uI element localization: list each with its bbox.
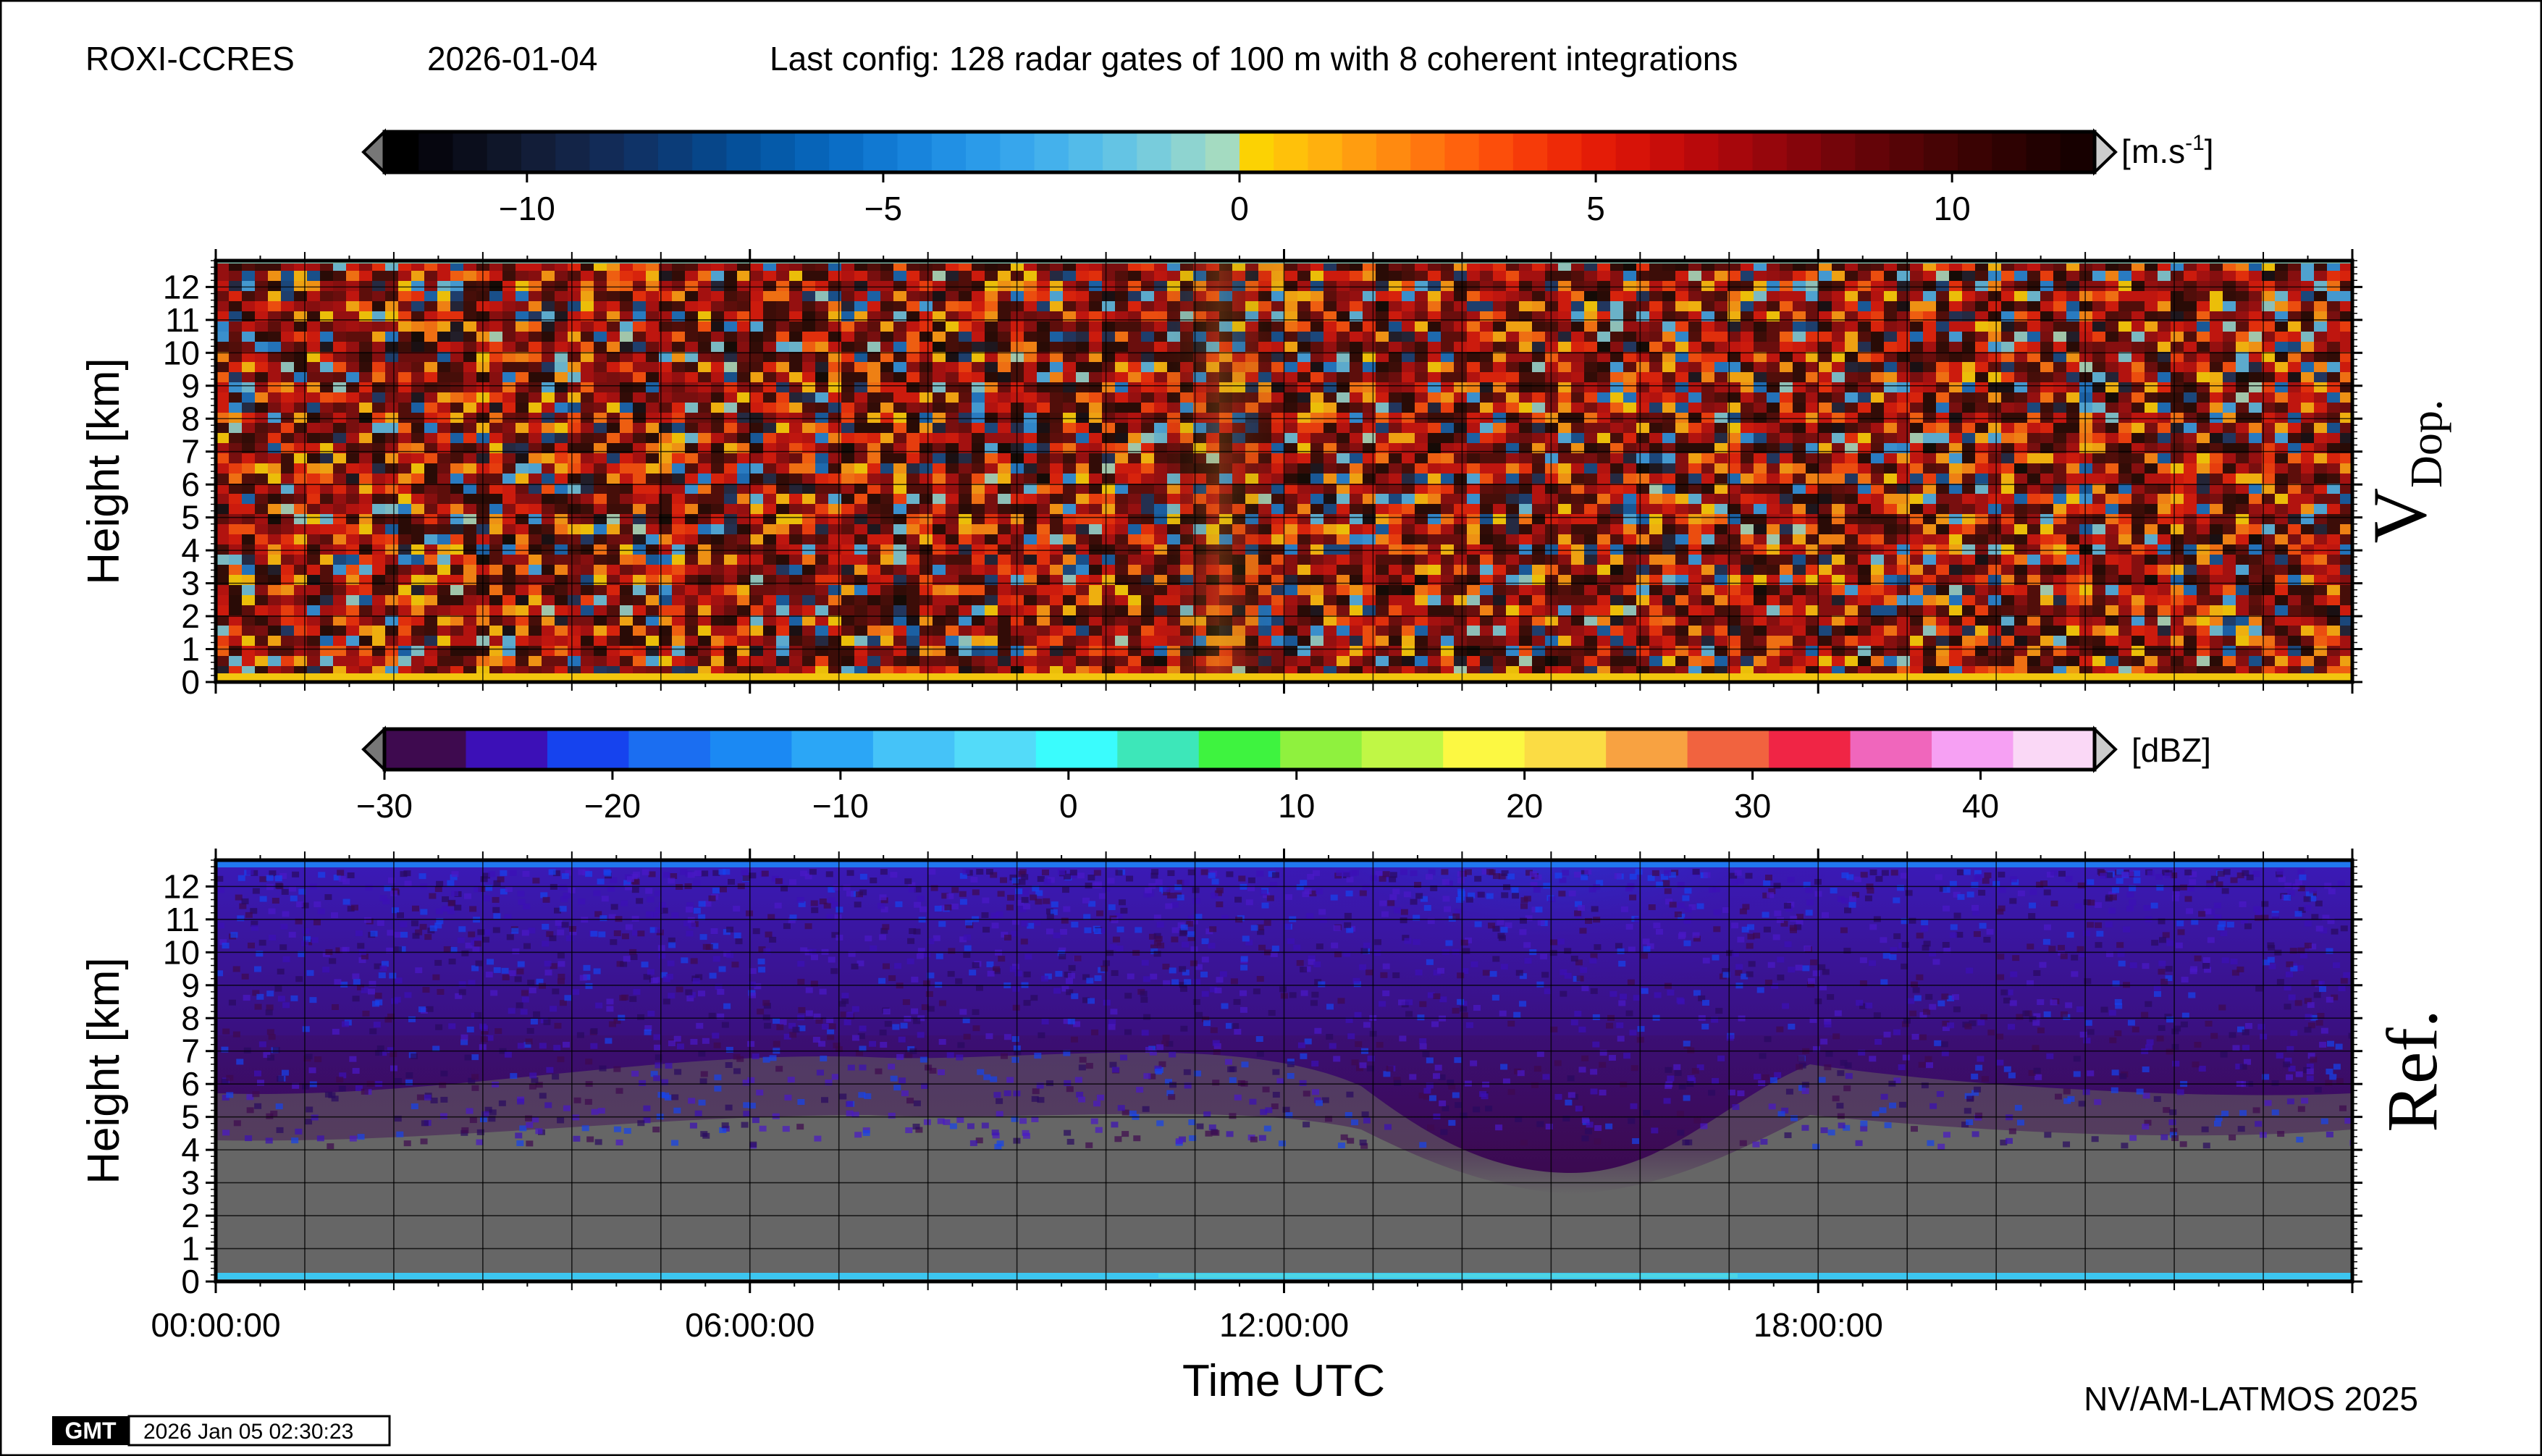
- velocity-colorbar-swatch: [623, 132, 659, 172]
- velocity-colorbar-swatch: [794, 132, 830, 172]
- velocity-unit-open-bracket: [: [2121, 132, 2131, 170]
- velocity-colorbar-ticks: −10 −5 0 5 10: [499, 172, 1971, 227]
- velocity-colorbar-tick-label: 10: [1934, 190, 1971, 227]
- velocity-colorbar-swatch: [1684, 132, 1719, 172]
- velocity-colorbar-tick-label: 5: [1586, 190, 1605, 227]
- velocity-colorbar-swatch: [2060, 132, 2095, 172]
- velocity-colorbar-swatch: [1786, 132, 1822, 172]
- velocity-colorbar-swatch: [1478, 132, 1514, 172]
- velocity-colorbar-swatch: [1821, 132, 1856, 172]
- velocity-colorbar-swatches: [384, 132, 2095, 172]
- velocity-colorbar-swatch: [589, 132, 625, 172]
- velocity-colorbar-swatch: [1958, 132, 1992, 172]
- velocity-colorbar-swatch: [555, 132, 591, 172]
- velocity-colorbar-swatch: [1068, 132, 1103, 172]
- velocity-colorbar-swatch: [931, 132, 967, 172]
- velocity-colorbar-swatch: [760, 132, 796, 172]
- velocity-colorbar-swatch: [1410, 132, 1446, 172]
- velocity-colorbar-tick-label: −5: [864, 190, 902, 227]
- velocity-colorbar-swatch: [453, 132, 488, 172]
- date-label: 2026-01-04: [427, 40, 597, 77]
- velocity-colorbar-swatch: [657, 132, 693, 172]
- velocity-colorbar-swatch: [2026, 132, 2061, 172]
- velocity-colorbar-swatch: [521, 132, 556, 172]
- station-name: ROXI-CCRES: [85, 40, 295, 77]
- velocity-colorbar-tick-label: 0: [1230, 190, 1249, 227]
- velocity-colorbar-swatch: [418, 132, 454, 172]
- velocity-colorbar-swatch: [1240, 132, 1274, 172]
- velocity-colorbar-swatch: [726, 132, 762, 172]
- velocity-colorbar-swatch: [1205, 132, 1240, 172]
- velocity-unit-superscript: -1: [2185, 131, 2205, 155]
- velocity-colorbar-swatch: [1855, 132, 1890, 172]
- velocity-colorbar-swatch: [1000, 132, 1035, 172]
- velocity-colorbar-swatch: [863, 132, 898, 172]
- velocity-colorbar-swatch: [692, 132, 727, 172]
- velocity-colorbar-swatch: [1923, 132, 1958, 172]
- velocity-colorbar-swatch: [1274, 132, 1309, 172]
- velocity-colorbar-swatch: [1581, 132, 1617, 172]
- velocity-colorbar-swatch: [1342, 132, 1377, 172]
- velocity-colorbar-swatch: [1376, 132, 1411, 172]
- velocity-colorbar-swatch: [1444, 132, 1480, 172]
- velocity-colorbar-swatch: [1308, 132, 1343, 172]
- velocity-colorbar-swatch: [1103, 132, 1137, 172]
- velocity-colorbar-low-arrow: [361, 128, 386, 176]
- config-label: Last config: 128 radar gates of 100 m wi…: [770, 40, 1738, 77]
- velocity-colorbar-swatch: [1171, 132, 1206, 172]
- velocity-colorbar-swatch: [1034, 132, 1069, 172]
- velocity-colorbar-swatch: [897, 132, 933, 172]
- velocity-unit-text: m.s: [2131, 132, 2185, 170]
- velocity-colorbar-swatch: [1615, 132, 1651, 172]
- velocity-colorbar-swatch: [1718, 132, 1754, 172]
- velocity-colorbar-swatch: [1889, 132, 1924, 172]
- velocity-colorbar-swatch: [1512, 132, 1548, 172]
- velocity-colorbar-swatch: [829, 132, 864, 172]
- velocity-colorbar-swatch: [1752, 132, 1788, 172]
- velocity-colorbar-swatch: [384, 132, 419, 172]
- velocity-colorbar-unit: m.s-1]: [2131, 131, 2214, 170]
- velocity-colorbar-tick-label: −10: [499, 190, 555, 227]
- velocity-colorbar-swatch: [487, 132, 522, 172]
- velocity-unit-bracket: ]: [2205, 132, 2214, 170]
- velocity-colorbar-swatch: [966, 132, 1001, 172]
- velocity-colorbar-swatch: [1547, 132, 1582, 172]
- velocity-colorbar-high-arrow: [2093, 128, 2118, 176]
- velocity-colorbar-swatch: [1649, 132, 1685, 172]
- velocity-colorbar-swatch: [1992, 132, 2027, 172]
- velocity-colorbar: −10 −5 0 5 10 m.s-1] [: [361, 128, 2214, 227]
- velocity-colorbar-swatch: [1137, 132, 1172, 172]
